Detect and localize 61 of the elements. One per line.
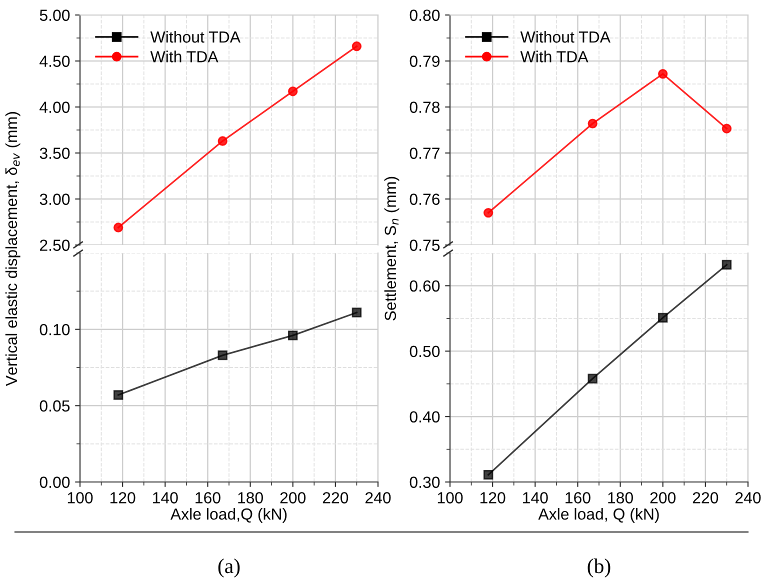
x-tick-label: 120 xyxy=(480,492,506,504)
y-tick-label: 0.05 xyxy=(40,400,70,412)
y-axis-title: Settlement, S$_{n}$ (mm) xyxy=(384,176,400,320)
x-axis-title: Axle load,Q (kN) xyxy=(170,508,287,523)
y-tick-label: 0.77 xyxy=(410,148,440,159)
x-tick-label: 200 xyxy=(650,492,676,504)
x-tick-label: 180 xyxy=(608,492,633,504)
point xyxy=(658,312,668,323)
y-tick-label: 0.50 xyxy=(410,346,440,358)
x-tick-label: 160 xyxy=(566,492,590,504)
point xyxy=(588,374,598,384)
y-tick-label: 3.00 xyxy=(40,194,70,205)
y-tick-label: 2.50 xyxy=(40,240,70,251)
y-tick-label: 4.00 xyxy=(40,102,70,113)
y-tick-label: 0.76 xyxy=(410,194,440,205)
point xyxy=(483,470,494,480)
y-tick-label: 0.30 xyxy=(410,476,440,488)
x-tick-label: 220 xyxy=(322,492,348,504)
legend-label: Without TDA xyxy=(150,30,240,43)
y-tick-label: 0.10 xyxy=(40,324,70,336)
x-tick-label: 220 xyxy=(692,492,718,504)
point xyxy=(288,330,298,340)
point xyxy=(288,86,298,96)
point xyxy=(113,222,124,232)
x-tick-label: 200 xyxy=(280,492,306,504)
y-tick-label: 0.78 xyxy=(410,102,440,113)
point xyxy=(352,41,362,52)
y-tick-label: 4.50 xyxy=(40,56,70,67)
y-axis-title: Vertical elastic displacement, δ$_{ev}$ (mm) xyxy=(5,112,20,386)
x-tick-label: 240 xyxy=(735,492,761,504)
point xyxy=(352,308,362,318)
point xyxy=(722,124,732,134)
x-tick-label: 100 xyxy=(438,492,463,504)
point xyxy=(722,260,732,270)
text: (a) xyxy=(218,558,240,578)
y-tick-label: 0.00 xyxy=(40,476,70,488)
point xyxy=(588,118,598,128)
point xyxy=(218,136,228,146)
y-tick-label: 3.50 xyxy=(40,148,70,159)
x-tick-label: 100 xyxy=(68,492,93,504)
x-tick-label: 120 xyxy=(110,492,136,504)
y-tick-label: 0.79 xyxy=(410,56,440,67)
x-tick-label: 140 xyxy=(523,492,548,504)
legend-label: With TDA xyxy=(150,50,218,62)
point xyxy=(113,390,124,400)
x-tick-label: 140 xyxy=(153,492,178,504)
legend-label: With TDA xyxy=(520,50,588,62)
y-tick-label: 5.00 xyxy=(40,10,70,21)
point xyxy=(658,69,668,79)
x-axis-title: Axle load, Q (kN) xyxy=(538,508,659,523)
x-tick-label: 180 xyxy=(238,492,263,504)
y-tick-label: 0.60 xyxy=(410,280,440,292)
x-tick-label: 160 xyxy=(196,492,220,504)
text: (b) xyxy=(588,558,610,578)
y-tick-label: 0.75 xyxy=(410,240,440,251)
y-tick-label: 0.80 xyxy=(410,10,440,21)
legend-label: Without TDA xyxy=(520,30,610,43)
point xyxy=(483,208,494,218)
y-tick-label: 0.40 xyxy=(410,411,440,423)
x-tick-label: 240 xyxy=(365,492,391,504)
point xyxy=(218,350,228,360)
